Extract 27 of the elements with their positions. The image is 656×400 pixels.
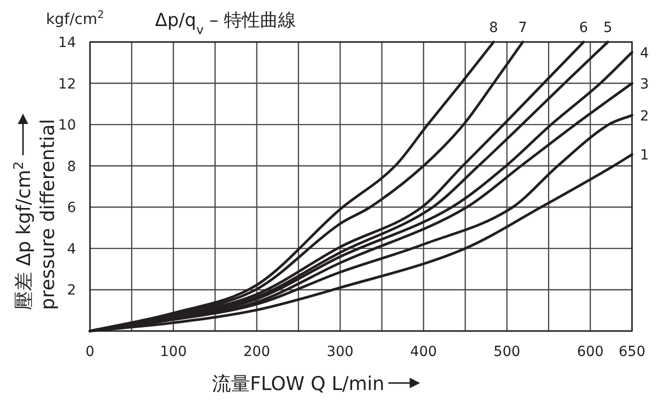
- x-tick-label: 400: [410, 344, 437, 360]
- series-label: 3: [640, 76, 649, 92]
- x-tick-label: 300: [326, 344, 354, 360]
- series-label: 6: [579, 20, 588, 36]
- x-axis-title: 流量FLOW Q L/min: [212, 373, 384, 395]
- text: pressure differential: [37, 118, 59, 310]
- y-tick-label: 10: [58, 118, 76, 134]
- x-tick-label: 100: [160, 344, 187, 360]
- x-tick-label: 500: [494, 344, 520, 360]
- x-tick-label: 650: [618, 344, 646, 360]
- series-label: 5: [603, 20, 612, 36]
- chart-title: Δp/q$_{v}$ – 特性曲線: [155, 10, 296, 36]
- y-tick-label: 2: [67, 282, 76, 299]
- series-label: 7: [518, 20, 528, 36]
- text: kgf/cm$^{2}$: [46, 9, 104, 28]
- y-tick-label: 6: [67, 200, 76, 216]
- y-tick-label: 8: [67, 158, 76, 175]
- y-tick-label: 14: [58, 35, 76, 51]
- series-label: 1: [640, 148, 649, 164]
- series-label: 8: [489, 20, 498, 36]
- x-tick-label: 600: [576, 344, 604, 360]
- series-label: 4: [640, 45, 649, 62]
- y-tick-label: 12: [58, 76, 76, 92]
- x-tick-label: 200: [243, 344, 270, 360]
- y-tick-label: 4: [67, 241, 76, 258]
- series-label: 2: [640, 108, 649, 124]
- x-tick-label: 0: [86, 344, 94, 360]
